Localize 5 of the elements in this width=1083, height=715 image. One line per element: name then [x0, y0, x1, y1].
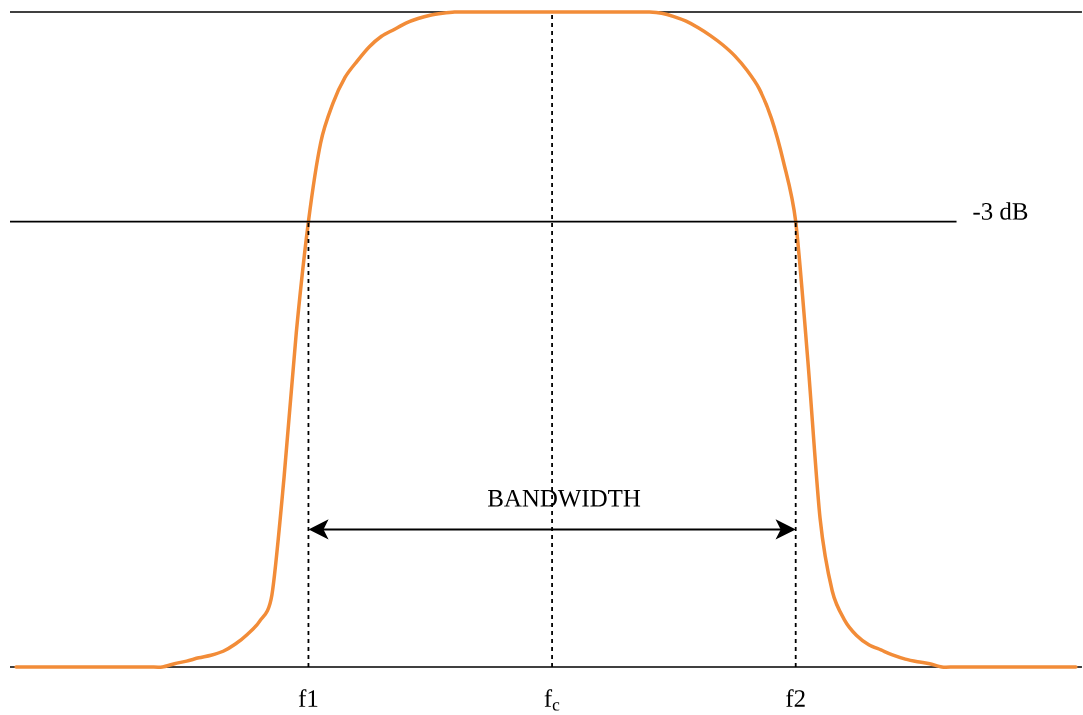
ref-line-label: -3 dB [973, 202, 1028, 220]
x-tick-label: f$_{c}$ [544, 689, 560, 711]
annotation: BANDWIDTH [488, 489, 641, 507]
x-tick-label: f2 [786, 689, 805, 707]
x-tick-label: f1 [298, 689, 318, 707]
